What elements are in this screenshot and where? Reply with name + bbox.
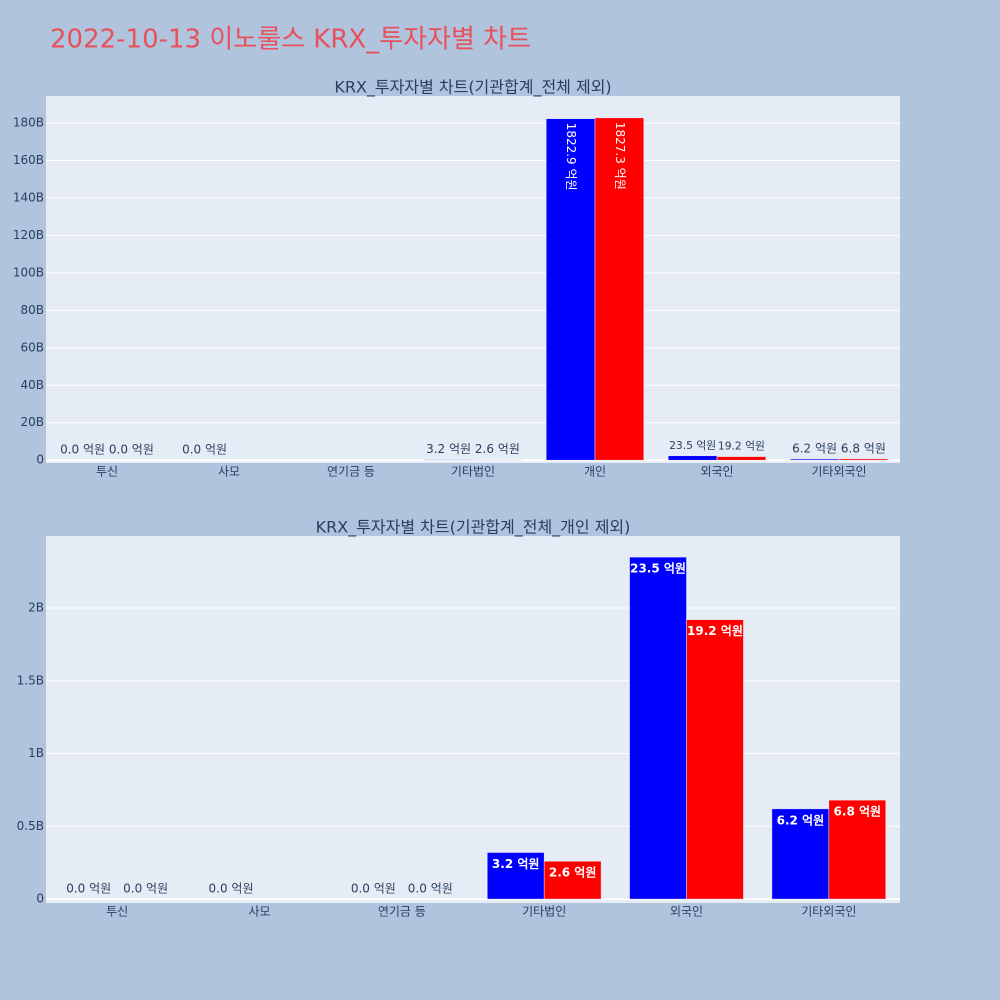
value-label: 19.2 억원 — [687, 624, 743, 638]
value-label: 6.8 억원 — [834, 805, 882, 819]
value-label: 6.2 억원 — [777, 813, 825, 827]
y-tick-label: 140B — [13, 190, 44, 204]
bar — [543, 860, 602, 900]
value-label: 0.0 억원 — [66, 882, 111, 896]
x-tick-label: 기타법인 — [522, 905, 566, 919]
chart-title: KRX_투자자별 차트(기관합계_전체_개인 제외) — [316, 518, 631, 538]
bar — [545, 118, 596, 461]
y-tick-label: 0.5B — [17, 819, 44, 833]
value-label: 1822.9 억원 — [564, 123, 578, 191]
bar — [716, 456, 767, 461]
bar — [594, 117, 645, 461]
bar — [629, 556, 687, 900]
x-tick-label: 기타외국인 — [801, 905, 856, 919]
value-label: 3.2 억원 — [492, 857, 540, 871]
page-title: 2022-10-13 이노룰스 KRX_투자자별 차트 — [50, 25, 531, 55]
value-label: 1827.3 억원 — [613, 122, 627, 190]
value-label: 0.0 억원 — [351, 882, 396, 896]
bar — [486, 852, 545, 900]
value-label: 6.2 억원 — [792, 442, 837, 456]
value-label: 6.8 억원 — [841, 441, 886, 455]
value-label: 0.0 억원 — [408, 882, 453, 896]
y-tick-label: 1.5B — [17, 673, 44, 687]
x-tick-label: 투신 — [96, 465, 118, 479]
value-label: 0.0 억원 — [182, 443, 227, 457]
x-tick-label: 사모 — [248, 905, 270, 919]
bar — [771, 808, 830, 900]
y-tick-label: 160B — [13, 153, 44, 167]
bar — [838, 458, 889, 461]
value-label: 23.5 억원 — [669, 439, 716, 452]
bar — [686, 619, 744, 900]
y-tick-label: 20B — [20, 415, 44, 429]
y-tick-label: 80B — [20, 303, 44, 317]
y-tick-label: 40B — [20, 378, 44, 392]
value-label: 23.5 억원 — [630, 562, 686, 576]
y-tick-label: 0 — [36, 453, 44, 467]
y-tick-label: 60B — [20, 340, 44, 354]
x-tick-label: 투신 — [106, 905, 128, 919]
value-label: 2.6 억원 — [549, 866, 597, 880]
y-tick-label: 2B — [28, 601, 44, 615]
chart-title: KRX_투자자별 차트(기관합계_전체 제외) — [334, 78, 611, 98]
x-tick-label: 기타외국인 — [811, 465, 866, 479]
y-tick-label: 120B — [13, 228, 44, 242]
x-tick-label: 연기금 등 — [327, 465, 375, 479]
x-tick-label: 개인 — [584, 465, 606, 479]
value-label: 3.2 억원 — [426, 442, 471, 456]
x-tick-label: 연기금 등 — [378, 905, 426, 919]
x-tick-label: 외국인 — [670, 905, 703, 919]
plot-area — [46, 536, 900, 903]
y-tick-label: 1B — [28, 746, 44, 760]
x-tick-label: 사모 — [218, 465, 240, 479]
bar — [667, 455, 718, 461]
value-label: 0.0 억원 — [60, 443, 105, 457]
bar — [423, 459, 474, 461]
value-label: 19.2 억원 — [718, 440, 765, 453]
bar — [828, 799, 887, 900]
y-tick-label: 180B — [13, 115, 44, 129]
value-label: 0.0 억원 — [209, 882, 254, 896]
value-label: 0.0 억원 — [123, 882, 168, 896]
value-label: 2.6 억원 — [475, 442, 520, 456]
plot-area — [46, 96, 900, 463]
bar — [789, 458, 840, 461]
value-label: 0.0 억원 — [109, 443, 154, 457]
x-tick-label: 기타법인 — [451, 465, 495, 479]
x-tick-label: 외국인 — [700, 465, 733, 479]
y-tick-label: 100B — [13, 265, 44, 279]
y-tick-label: 0 — [36, 892, 44, 906]
